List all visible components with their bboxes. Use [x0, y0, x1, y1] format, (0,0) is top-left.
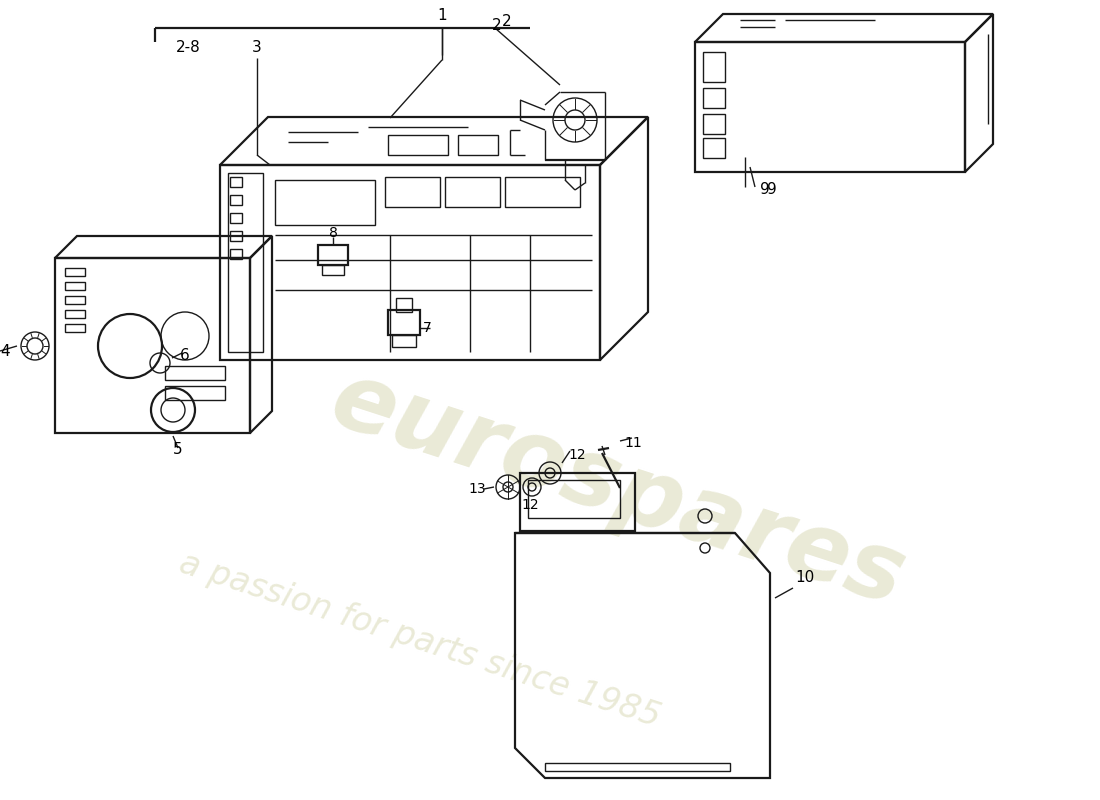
Bar	[703, 52, 725, 82]
Text: a passion for parts since 1985: a passion for parts since 1985	[175, 546, 664, 734]
Text: 8: 8	[329, 226, 338, 240]
Text: 9: 9	[767, 182, 777, 198]
Bar	[703, 114, 725, 134]
Bar	[65, 310, 85, 318]
Bar	[695, 42, 965, 172]
Bar	[392, 335, 416, 347]
Bar	[228, 173, 263, 352]
Text: 7: 7	[424, 321, 431, 335]
Text: 10: 10	[795, 570, 814, 586]
Bar	[388, 135, 448, 155]
Bar	[388, 310, 420, 335]
Bar	[230, 213, 242, 223]
Bar	[65, 296, 85, 304]
Bar	[520, 473, 635, 531]
Bar	[55, 258, 250, 433]
Text: 3: 3	[252, 41, 262, 55]
Bar	[318, 245, 348, 265]
Bar	[505, 177, 580, 207]
Bar	[458, 135, 498, 155]
Bar	[165, 386, 226, 400]
Text: 11: 11	[624, 436, 641, 450]
Text: 1: 1	[437, 9, 447, 23]
Bar	[396, 298, 412, 312]
Bar	[220, 165, 600, 360]
Text: 12: 12	[568, 448, 585, 462]
Bar	[230, 249, 242, 259]
Text: 12: 12	[521, 498, 539, 512]
Bar	[703, 88, 725, 108]
Bar	[65, 282, 85, 290]
Bar	[275, 180, 375, 225]
Text: 2: 2	[492, 18, 502, 33]
Bar	[230, 195, 242, 205]
Bar	[322, 265, 344, 275]
Bar	[544, 763, 730, 771]
Bar	[703, 138, 725, 158]
Bar	[385, 177, 440, 207]
Bar	[165, 366, 226, 380]
Text: 6: 6	[180, 347, 189, 362]
Bar	[65, 324, 85, 332]
Text: 5: 5	[173, 442, 183, 458]
Text: 4: 4	[0, 343, 10, 358]
Text: eurospares: eurospares	[320, 354, 916, 626]
Bar	[230, 177, 242, 187]
Text: 9: 9	[760, 182, 770, 198]
Bar	[65, 268, 85, 276]
Bar	[230, 231, 242, 241]
Bar	[446, 177, 501, 207]
Bar	[528, 480, 620, 518]
Text: 2-8: 2-8	[176, 41, 200, 55]
Text: 13: 13	[469, 482, 486, 496]
Text: 2: 2	[503, 14, 512, 30]
